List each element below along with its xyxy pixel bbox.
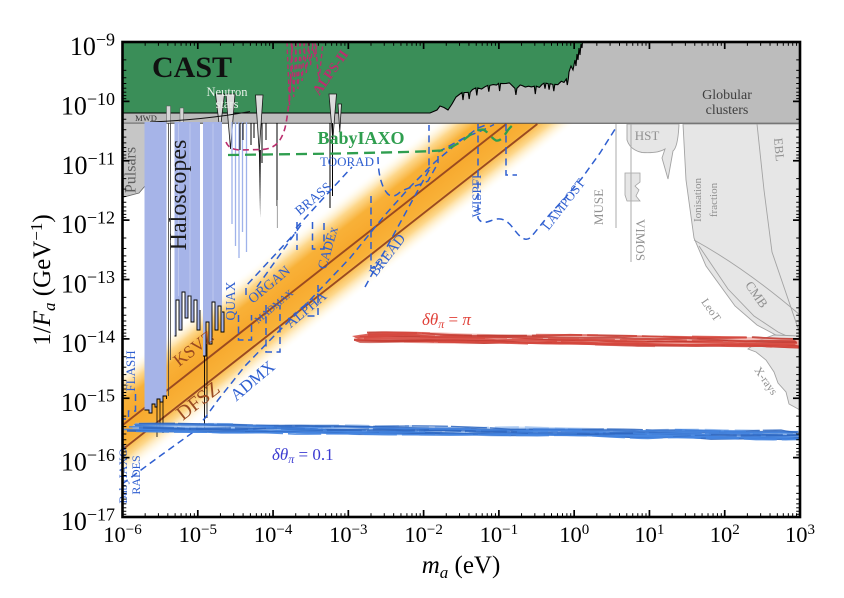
svg-text:102: 102 xyxy=(710,522,740,547)
svg-text:stars: stars xyxy=(216,97,239,111)
svg-text:δθπ = 0.1: δθπ = 0.1 xyxy=(272,445,334,466)
svg-text:clusters: clusters xyxy=(706,103,749,118)
svg-text:Neutron: Neutron xyxy=(207,85,249,99)
svg-text:1/Fa (GeV−1): 1/Fa (GeV−1) xyxy=(27,214,59,345)
svg-text:10−6: 10−6 xyxy=(103,522,142,547)
svg-text:EBL: EBL xyxy=(771,137,787,162)
svg-text:10−3: 10−3 xyxy=(329,522,367,547)
svg-text:BabyIAXO: BabyIAXO xyxy=(317,128,404,148)
svg-text:Globular: Globular xyxy=(702,88,752,103)
svg-text:Pulsars: Pulsars xyxy=(123,147,140,193)
svg-text:Haloscopes: Haloscopes xyxy=(166,140,192,251)
svg-text:MUSE: MUSE xyxy=(591,189,606,225)
svg-text:TOORAD: TOORAD xyxy=(320,154,374,169)
svg-text:VIMOS: VIMOS xyxy=(633,219,648,261)
svg-text:MWD: MWD xyxy=(135,113,157,123)
svg-text:Ionisation: Ionisation xyxy=(692,178,704,222)
svg-text:10−2: 10−2 xyxy=(404,522,442,547)
svg-text:fraction: fraction xyxy=(708,182,720,217)
svg-text:RADES: RADES xyxy=(129,455,143,494)
svg-text:FLASH: FLASH xyxy=(123,350,138,391)
svg-text:QUAX: QUAX xyxy=(223,281,238,320)
svg-text:HST: HST xyxy=(635,128,660,143)
svg-text:100: 100 xyxy=(559,522,589,547)
svg-text:ma (eV): ma (eV) xyxy=(422,552,501,582)
svg-text:10−17: 10−17 xyxy=(61,505,115,537)
svg-text:CAST: CAST xyxy=(152,51,232,84)
svg-text:WISPFI: WISPFI xyxy=(469,175,484,218)
svg-text:δθπ = π: δθπ = π xyxy=(422,310,471,331)
